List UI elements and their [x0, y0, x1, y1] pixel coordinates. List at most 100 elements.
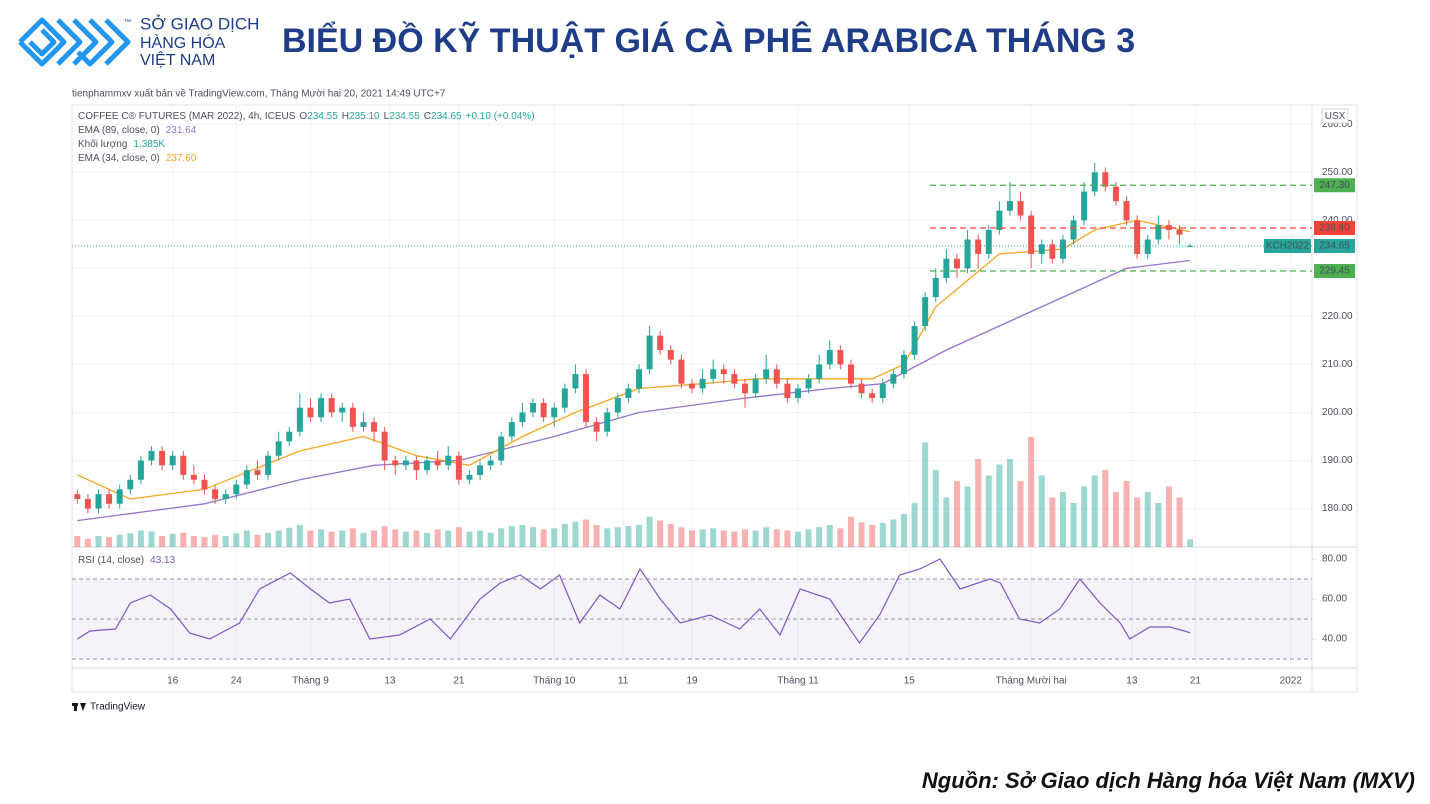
candle-body — [593, 422, 600, 432]
volume-bar — [1155, 503, 1162, 547]
volume-bar — [1123, 481, 1130, 547]
volume-bar — [847, 516, 854, 547]
candle-body — [349, 407, 356, 427]
candle-body — [84, 498, 91, 509]
volume-bar — [402, 531, 409, 547]
volume-bar — [975, 459, 982, 547]
volume-bar — [826, 525, 833, 547]
tv-logo-shape — [74, 703, 77, 711]
volume-bar — [816, 527, 823, 547]
candle-body — [869, 393, 876, 399]
candle-body — [318, 398, 325, 418]
volume-bar — [890, 519, 897, 547]
candle-body — [137, 460, 144, 480]
legend-text: H — [342, 111, 349, 122]
legend-text: O — [299, 111, 307, 122]
candle-body — [1176, 229, 1183, 235]
y-tick-label: 60.00 — [1322, 594, 1347, 605]
volume-bar — [773, 529, 780, 547]
x-tick-label: 15 — [904, 676, 916, 687]
volume-bar — [1176, 497, 1183, 547]
tv-logo-shape — [80, 703, 86, 711]
volume-bar — [275, 530, 282, 547]
volume-bar — [1112, 492, 1119, 547]
logo-shape — [104, 18, 131, 66]
volume-bar — [392, 529, 399, 547]
volume-bar — [116, 534, 123, 547]
volume-bar — [360, 532, 367, 547]
candle-body — [466, 474, 473, 480]
legend-value: 234.55 — [307, 111, 338, 122]
volume-bar — [519, 525, 526, 547]
legend-text: L — [384, 111, 390, 122]
volume-bar — [148, 531, 155, 547]
volume-bar — [212, 534, 219, 547]
candle-body — [1155, 225, 1162, 240]
candle-body — [911, 326, 918, 355]
y-tick-label: 260.00 — [1322, 119, 1353, 130]
volume-bar — [1165, 486, 1172, 547]
volume-bar — [455, 527, 462, 547]
candle-body — [74, 494, 81, 499]
legend-value: 234.55 — [389, 111, 420, 122]
candle-body — [1081, 191, 1088, 221]
logo-text: SỞ GIAO DỊCH — [140, 14, 259, 33]
volume-bar — [339, 530, 346, 547]
volume-bar — [900, 514, 907, 547]
candle-body — [1049, 244, 1056, 259]
price-tag — [1314, 239, 1355, 254]
candle-body — [731, 374, 738, 384]
volume-bar — [222, 536, 229, 547]
legend-value: 231.64 — [166, 125, 197, 136]
candle-body — [678, 359, 685, 384]
candle-body — [773, 369, 780, 384]
logo-shape — [56, 18, 83, 66]
legend-value: 1.385K — [133, 139, 165, 150]
candle-body — [943, 258, 950, 278]
logo-shape — [76, 18, 115, 67]
y-tick-label: 200.00 — [1322, 407, 1353, 418]
candle-body — [434, 460, 441, 466]
volume-bar — [837, 528, 844, 547]
candle-body — [159, 450, 166, 466]
candle-body — [1123, 201, 1130, 221]
candle-body — [339, 407, 346, 413]
volume-bar — [530, 527, 537, 547]
volume-bar — [190, 536, 197, 547]
volume-bar — [551, 528, 558, 547]
legend-value: +0.10 (+0.04%) — [466, 111, 535, 122]
legend-ema34: EMA (34, close, 0) 237.60 — [78, 153, 197, 164]
candle-body — [794, 388, 801, 399]
candle-body — [805, 378, 812, 389]
candle-body — [286, 431, 293, 442]
volume-bar — [784, 530, 791, 547]
x-tick-label: Tháng Mười hai — [996, 676, 1067, 687]
candle-body — [583, 374, 590, 423]
volume-bar — [1017, 481, 1024, 547]
candle-body — [508, 422, 515, 437]
candle-body — [265, 455, 272, 475]
x-tick-label: 19 — [686, 676, 698, 687]
volume-bar — [349, 528, 356, 547]
volume-bar — [932, 470, 939, 547]
candle-body — [540, 402, 547, 418]
volume-bar — [296, 525, 303, 547]
volume-bar — [604, 528, 611, 547]
candle-body — [657, 335, 664, 351]
volume-bar — [1187, 539, 1194, 547]
candle-body — [275, 441, 282, 456]
candle-body — [1059, 239, 1066, 259]
volume-bar — [1144, 492, 1151, 547]
volume-bar — [943, 497, 950, 547]
candle-body — [710, 369, 717, 379]
candle-body — [371, 422, 378, 432]
x-tick-label: 21 — [453, 676, 465, 687]
candle-body — [953, 258, 960, 269]
candle-body — [604, 412, 611, 432]
volume-bar — [752, 530, 759, 547]
y-tick-label: 220.00 — [1322, 311, 1353, 322]
candle-body — [1165, 225, 1172, 230]
candle-body — [445, 455, 452, 466]
candle-body — [296, 407, 303, 432]
volume-bar — [233, 533, 240, 547]
